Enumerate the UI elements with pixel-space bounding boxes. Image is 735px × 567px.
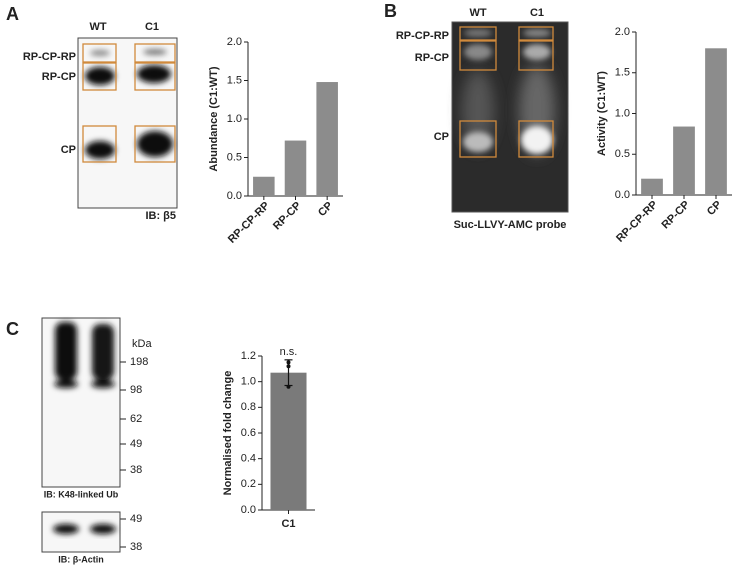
band-label: RP-CP [415, 52, 449, 64]
bar [270, 372, 307, 510]
y-tick-label: 2.0 [227, 36, 242, 48]
bar [705, 48, 727, 195]
unit-label: kDa [132, 338, 152, 350]
lane-label: WT [469, 7, 486, 19]
bar [284, 140, 307, 196]
x-tick-label: RP-CP [271, 200, 304, 233]
bands [85, 49, 173, 159]
y-axis-label: Abundance (C1:WT) [208, 66, 220, 171]
band-label: RP-CP-RP [396, 30, 449, 42]
blot-caption: IB: β-Actin [58, 554, 104, 564]
band-label: CP [61, 144, 76, 156]
y-tick-label: 1.5 [227, 74, 242, 86]
y-tick-label: 1.5 [615, 67, 630, 79]
marker-label: 38 [130, 464, 142, 476]
bands [53, 524, 116, 534]
blot-caption: IB: K48-linked Ub [44, 489, 119, 499]
blot-caption: Suc-LLVY-AMC probe [454, 219, 567, 231]
bar [673, 126, 695, 195]
marker-ticks [120, 361, 126, 548]
blot-caption: IB: β5 [145, 210, 176, 222]
y-axis-label: Activity (C1:WT) [596, 71, 608, 156]
highlight-boxes [459, 26, 554, 158]
data-point [286, 384, 291, 389]
y-tick-label: 0.6 [241, 427, 256, 439]
y-tick-label: 2.0 [615, 26, 630, 38]
lane-label: C1 [145, 21, 159, 33]
y-tick-label: 0.0 [241, 504, 256, 516]
highlight-boxes [82, 43, 176, 163]
marker-label: 62 [130, 413, 142, 425]
y-tick-label: 1.0 [241, 376, 256, 388]
y-tick-label: 0.5 [227, 151, 242, 163]
x-tick-label: CP [316, 200, 335, 219]
bar [253, 176, 275, 196]
y-tick-label: 0.0 [615, 189, 630, 201]
band-label: RP-CP [42, 71, 76, 83]
marker-label: 49 [130, 438, 142, 450]
y-tick-label: 1.0 [227, 113, 242, 125]
band-label: CP [434, 131, 449, 143]
panel-label: C [6, 319, 19, 339]
marker-label: 49 [130, 513, 142, 525]
y-axis-label: Normalised fold change [222, 371, 234, 496]
y-tick-label: 0.8 [241, 401, 256, 413]
annotation: n.s. [280, 346, 298, 358]
x-tick-label: RP-CP-RP [614, 199, 660, 245]
marker-label: 198 [130, 356, 148, 368]
bands [54, 322, 115, 388]
y-tick-label: 0.2 [241, 478, 256, 490]
panel-label: A [6, 4, 19, 24]
x-tick-label: RP-CP [659, 199, 692, 232]
panel-label: B [384, 1, 397, 21]
lane-label: C1 [530, 7, 544, 19]
bands [462, 29, 555, 155]
y-tick-label: 0.0 [227, 190, 242, 202]
x-tick-label: C1 [281, 518, 295, 530]
marker-label: 98 [130, 384, 142, 396]
data-point [286, 360, 291, 365]
x-tick-label: RP-CP-RP [226, 200, 272, 246]
bar [641, 178, 663, 195]
bar [316, 82, 338, 196]
marker-label: 38 [130, 541, 142, 553]
lane-label: WT [89, 21, 106, 33]
y-tick-label: 0.4 [241, 453, 256, 465]
y-tick-label: 0.5 [615, 148, 630, 160]
band-label: RP-CP-RP [23, 51, 76, 63]
x-tick-label: CP [705, 199, 724, 218]
data-point [286, 364, 291, 369]
y-tick-label: 1.2 [241, 350, 256, 362]
y-tick-label: 1.0 [615, 107, 630, 119]
